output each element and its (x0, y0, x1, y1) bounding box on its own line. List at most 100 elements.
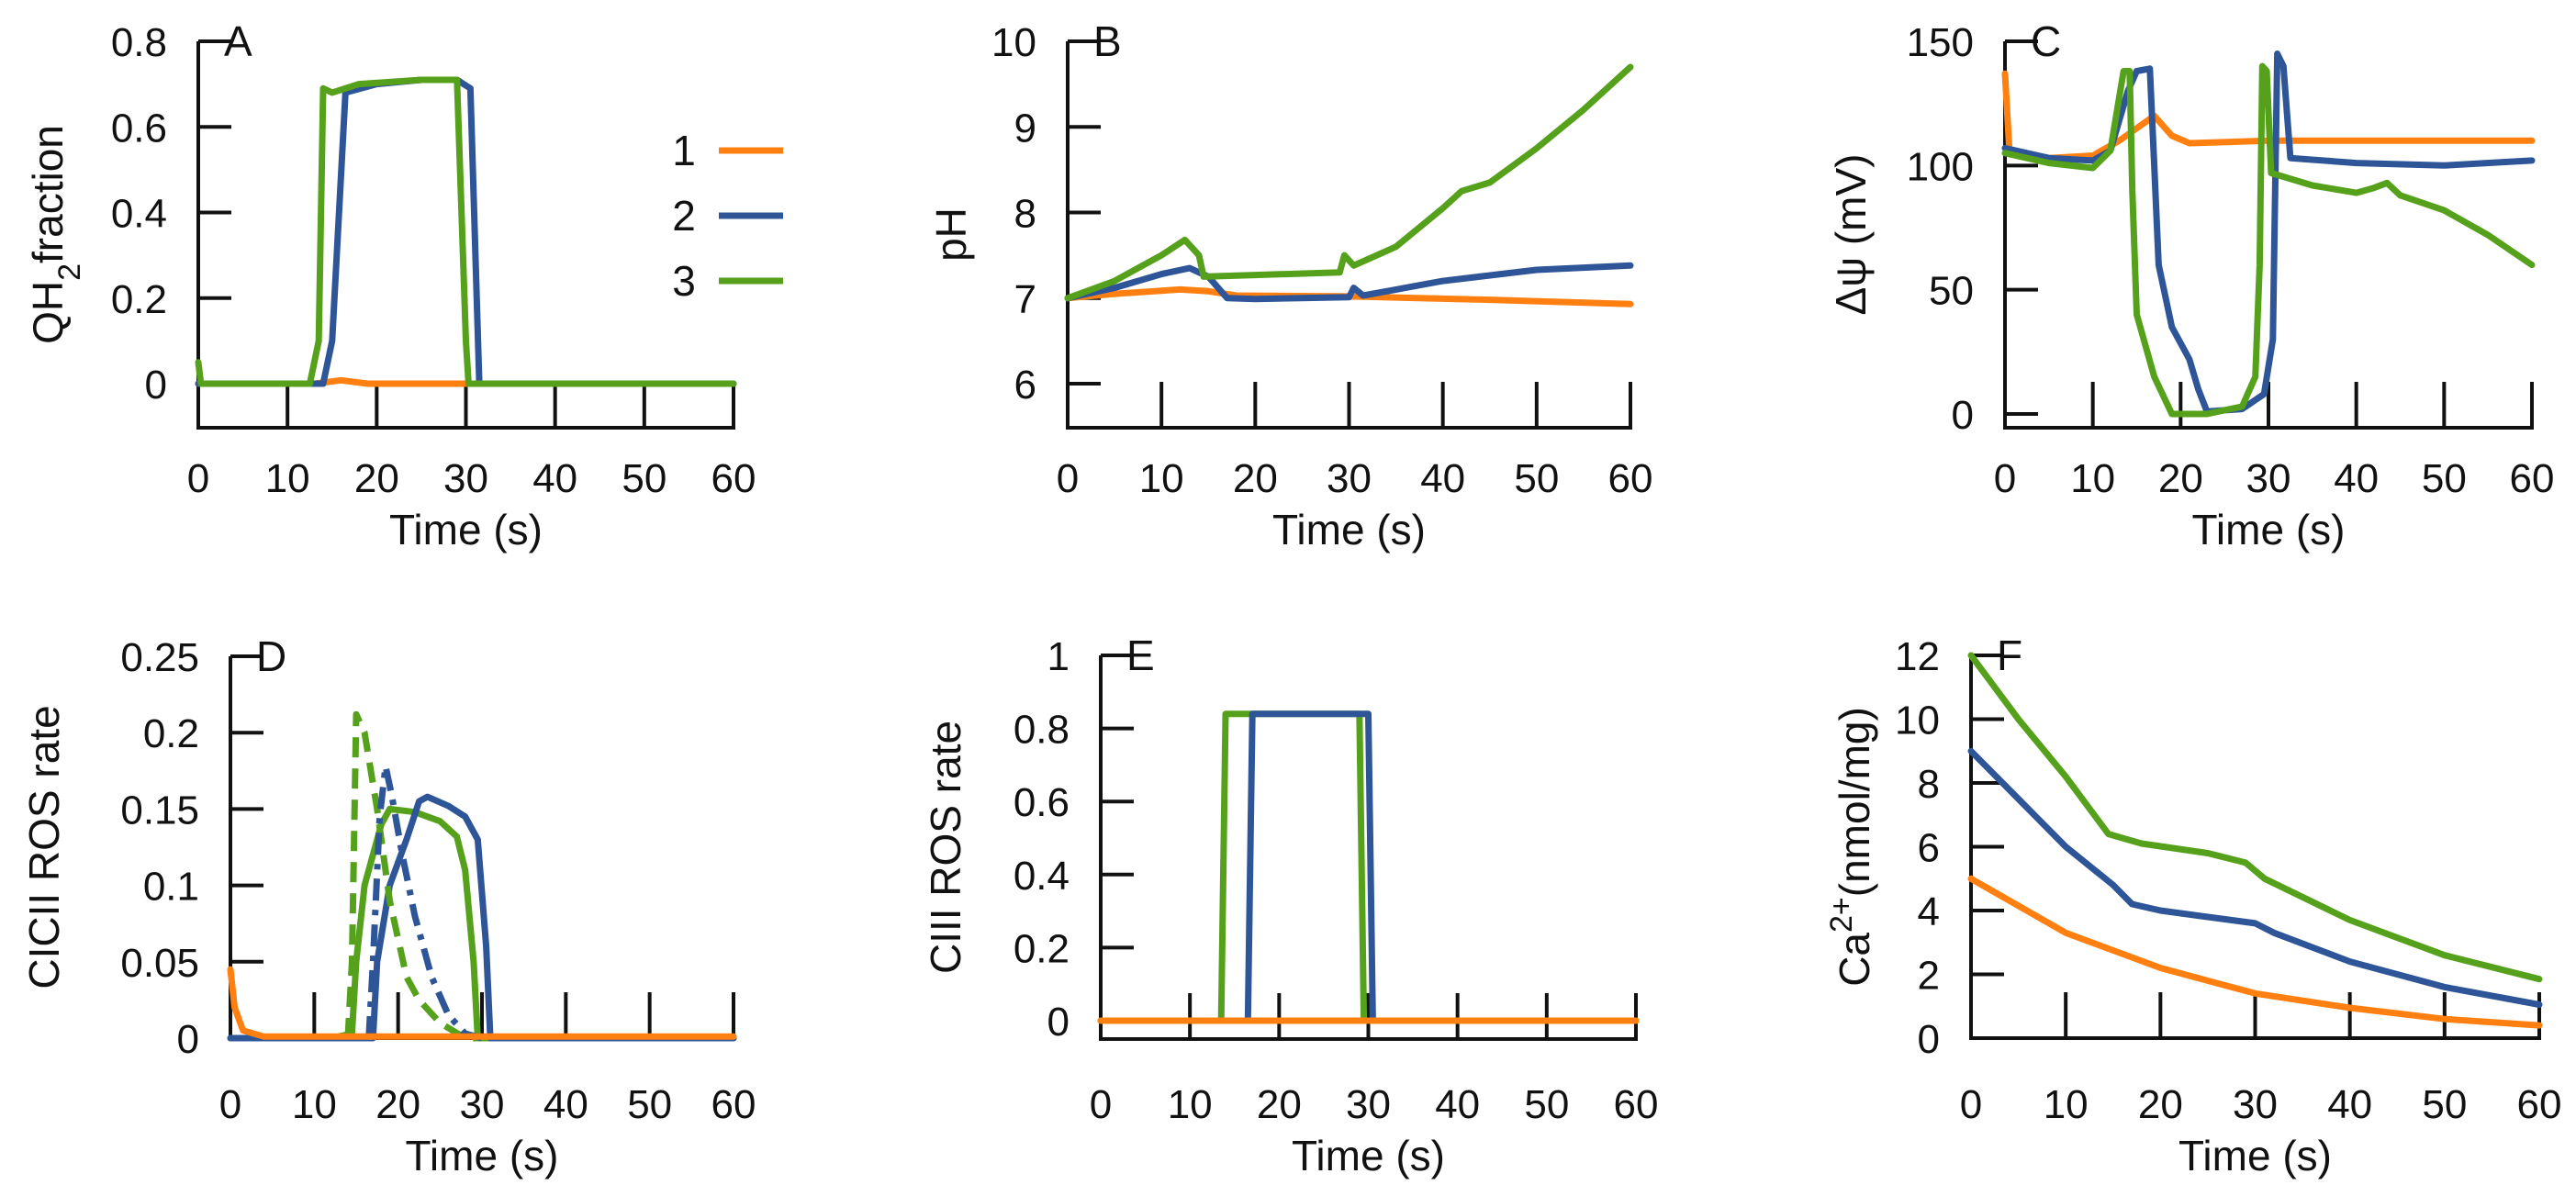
series-line-1 (227, 966, 737, 1040)
y-tick-label: 0.4 (111, 192, 167, 237)
y-axis-title: Ca2+(nmol/mg) (1824, 707, 1878, 987)
x-tick-label: 30 (443, 456, 488, 501)
y-tick-label: 0 (177, 1017, 199, 1062)
x-tick-label: 50 (627, 1082, 672, 1127)
panel-c: 0 50 100 150 0 10 20 30 40 50 60 C Time (s) Δψ (mV) (1827, 17, 2554, 553)
series-line-3-dashed (344, 710, 482, 1042)
x-axis-title: Time (s) (2192, 506, 2346, 553)
series-line-3 (1967, 652, 2543, 983)
y-axis-title: QH2fraction (24, 125, 87, 344)
x-tick-label: 20 (2138, 1082, 2183, 1127)
x-tick-label: 60 (2517, 1082, 2562, 1127)
y-tick-label: 0.4 (1014, 854, 1070, 899)
x-tick-label: 0 (187, 456, 209, 501)
x-tick-label: 40 (532, 456, 577, 501)
x-tick-label: 20 (375, 1082, 420, 1127)
x-axis-title: Time (s) (1292, 1132, 1445, 1179)
y-tick-label: 0.6 (111, 106, 167, 151)
panel-d: 0 0.05 0.1 0.15 0.2 0.25 0 10 20 30 40 50 60 D Time (s… (20, 632, 756, 1179)
x-tick-label: 60 (711, 456, 756, 501)
y-axis-title: CIII ROS rate (922, 721, 969, 974)
panel-label: E (1126, 632, 1155, 679)
x-axis-title: Time (s) (406, 1132, 559, 1179)
y-axis-title-part: fraction (24, 125, 72, 263)
x-tick-label: 0 (1960, 1082, 1982, 1127)
x-tick-label: 0 (219, 1082, 241, 1127)
x-tick-label: 60 (711, 1082, 756, 1127)
y-tick-label: 0.15 (120, 788, 199, 833)
y-tick-label: 0.2 (111, 277, 167, 322)
y-tick-label: 0.05 (120, 941, 199, 986)
x-tick-label: 60 (2510, 456, 2555, 501)
y-tick-label: 0.1 (143, 865, 199, 910)
y-tick-label: 50 (1929, 269, 1974, 314)
y-tick-label: 0 (1952, 393, 1974, 438)
y-axis-title-part: 2 (52, 263, 87, 281)
y-tick-label: 1 (1047, 634, 1070, 679)
x-tick-label: 60 (1614, 1082, 1659, 1127)
panel-b: 6 7 8 9 10 0 10 20 30 40 50 60 B Time (s) pH (927, 17, 1652, 553)
y-axis-title-part: pH (927, 207, 975, 262)
series-line-2 (227, 793, 737, 1042)
x-tick-label: 10 (2044, 1082, 2089, 1127)
x-tick-label: 0 (1057, 456, 1079, 501)
x-tick-label: 40 (543, 1082, 588, 1127)
legend-label-2: 2 (672, 192, 696, 240)
y-tick-label: 0 (1918, 1017, 1940, 1062)
y-tick-label: 7 (1014, 277, 1036, 322)
x-tick-label: 30 (2233, 1082, 2278, 1127)
x-tick-label: 30 (1327, 456, 1372, 501)
series-line-3 (2001, 62, 2536, 418)
panel-label: B (1093, 17, 1122, 65)
x-tick-label: 50 (2422, 456, 2467, 501)
series-line-2 (1967, 747, 2543, 1008)
x-tick-label: 40 (2334, 456, 2379, 501)
y-axis-title: Δψ (mV) (1827, 154, 1875, 316)
x-tick-label: 50 (1524, 1082, 1569, 1127)
y-tick-label: 8 (1014, 192, 1036, 237)
y-tick-label: 100 (1907, 144, 1974, 189)
series-line-2-dashdot (365, 763, 483, 1042)
x-tick-label: 50 (622, 456, 666, 501)
y-tick-label: 4 (1918, 889, 1940, 934)
y-tick-label: 12 (1895, 634, 1940, 679)
legend: 1 2 3 (672, 127, 783, 305)
series-line-2 (2001, 50, 2536, 415)
series-line-2 (1064, 262, 1634, 303)
y-tick-label: 0 (145, 363, 167, 408)
y-tick-label: 10 (1895, 699, 1940, 743)
y-axis-title-part: (nmol/mg) (1831, 707, 1878, 897)
series-line-3 (227, 805, 737, 1042)
x-axis-title: Time (s) (2178, 1132, 2332, 1179)
x-tick-label: 50 (2422, 1082, 2467, 1127)
panel-f: 0 2 4 6 8 10 12 0 10 20 30 40 50 60 F Time (s) Ca2+(nmol… (1824, 632, 2561, 1179)
y-tick-label: 10 (991, 20, 1036, 65)
panel-label: D (256, 632, 286, 680)
x-tick-label: 40 (1420, 456, 1465, 501)
x-tick-label: 30 (2246, 456, 2291, 501)
x-tick-label: 40 (1435, 1082, 1480, 1127)
series-line-3 (1064, 63, 1634, 302)
y-tick-label: 0.6 (1014, 780, 1070, 825)
x-tick-label: 20 (2158, 456, 2203, 501)
x-tick-label: 10 (1168, 1082, 1213, 1127)
x-tick-label: 10 (265, 456, 310, 501)
y-axis-title: CICII ROS rate (20, 705, 68, 989)
y-axis-title: pH (927, 207, 975, 262)
x-tick-label: 30 (1346, 1082, 1391, 1127)
x-tick-label: 10 (1139, 456, 1184, 501)
y-tick-label: 9 (1014, 106, 1036, 151)
x-tick-label: 20 (1233, 456, 1278, 501)
y-axis-title-part: Ca (1831, 933, 1878, 987)
panel-label: F (1997, 632, 2022, 679)
series-line-3 (195, 76, 737, 387)
panel-label: A (224, 17, 252, 65)
x-axis-title: Time (s) (1272, 506, 1426, 553)
y-axis-title-part: QH (24, 281, 72, 344)
x-tick-label: 40 (2327, 1082, 2372, 1127)
y-axis-title-part: 2+ (1824, 897, 1859, 933)
series-line-1 (1967, 875, 2543, 1029)
